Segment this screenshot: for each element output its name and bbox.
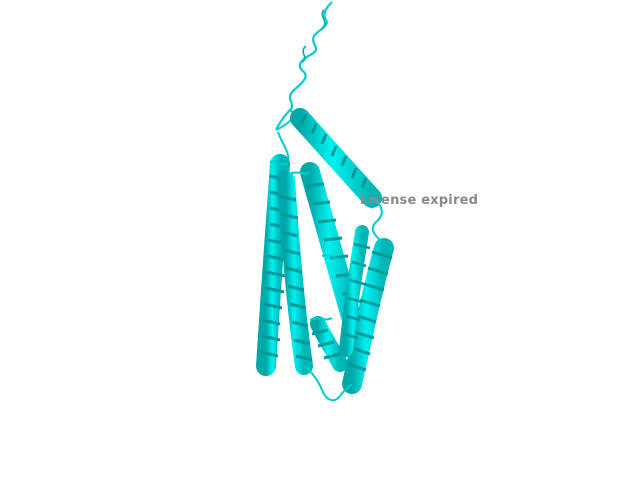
helix-lower-middle <box>310 316 348 372</box>
license-watermark: License expired <box>360 193 479 208</box>
helix-right-outer <box>342 238 394 394</box>
helix-diagonal-top <box>290 108 382 208</box>
helix-right-inner <box>339 225 371 357</box>
helix-left-inner <box>277 171 313 375</box>
loop-n-terminal <box>275 1 333 131</box>
